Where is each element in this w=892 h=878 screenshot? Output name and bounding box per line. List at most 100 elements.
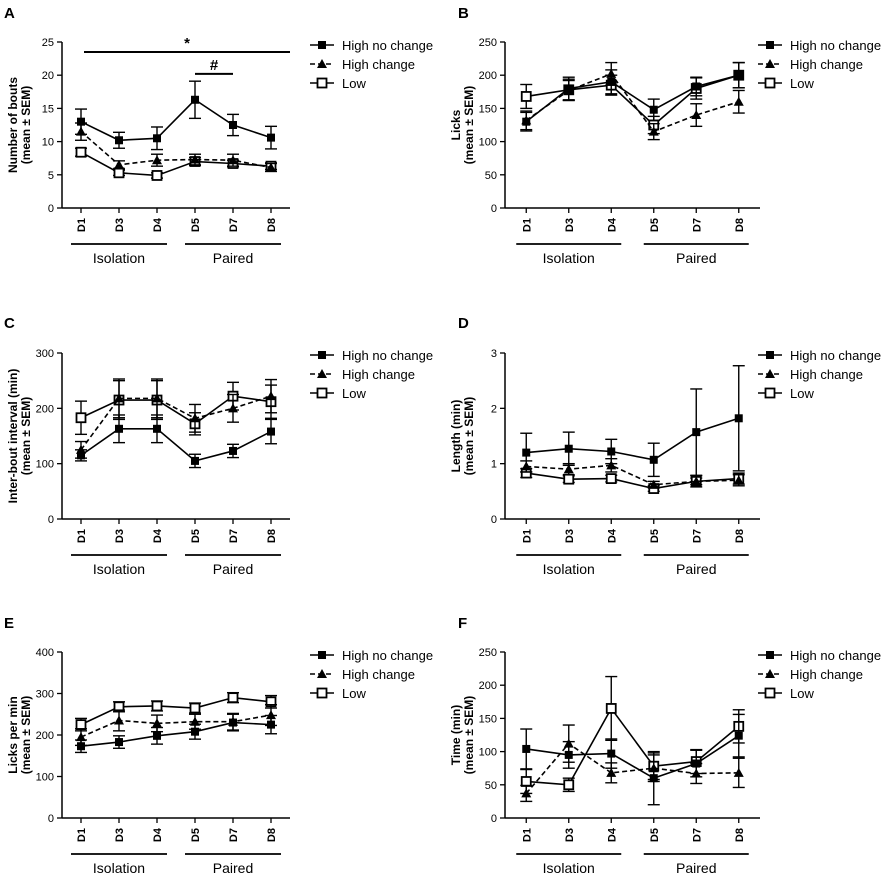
x-tick-label: D5 [190, 218, 202, 232]
group-label: Paired [676, 860, 716, 876]
y-tick-label: 300 [36, 348, 54, 360]
data-point [229, 718, 237, 727]
legend-label: Low [342, 386, 366, 401]
data-point [692, 759, 701, 768]
legend-marker [766, 351, 774, 359]
series-line [80, 151, 272, 177]
data-point [77, 451, 85, 460]
panel-letter: A [4, 5, 15, 22]
legend-item: High change [758, 57, 863, 72]
data-point [563, 464, 574, 474]
data-point [114, 715, 124, 725]
legend-marker [764, 687, 776, 699]
series-line [525, 72, 739, 133]
y-tick-label: 15 [42, 103, 54, 115]
group-label: Paired [676, 250, 716, 266]
data-point [151, 700, 163, 712]
legend-label: High change [342, 667, 415, 682]
y-axis-label-sub: (mean ± SEM) [462, 397, 476, 476]
panel-letter: D [458, 315, 469, 332]
y-tick-label: 0 [48, 203, 54, 215]
group-label: Isolation [543, 250, 595, 266]
series-line [80, 395, 272, 451]
data-point [691, 110, 702, 120]
x-tick-label: D8 [266, 529, 278, 543]
data-point [522, 744, 531, 753]
series-high-no-change [75, 414, 277, 469]
x-tick-label: D7 [691, 529, 703, 543]
data-point [190, 716, 200, 726]
data-point [605, 473, 617, 485]
y-axis-label: Inter-bout interval (min) [6, 369, 20, 504]
data-point [606, 460, 617, 470]
series-line [525, 74, 739, 123]
legend-item: High change [758, 667, 863, 682]
data-point [733, 767, 744, 777]
data-point [77, 117, 85, 126]
x-tick-label: D7 [691, 218, 703, 232]
legend-label: High change [790, 367, 863, 382]
data-point [606, 767, 617, 777]
legend-item: Low [758, 76, 814, 91]
legend-item: High change [310, 367, 415, 382]
data-point [649, 455, 658, 464]
data-point [266, 162, 276, 172]
y-tick-label: 0 [491, 813, 497, 825]
y-axis-label-sub: (mean ± SEM) [19, 86, 33, 165]
data-point [75, 719, 87, 731]
legend-marker [316, 687, 328, 699]
legend-marker [316, 387, 328, 399]
group-label: Isolation [543, 561, 595, 577]
y-tick-label: 25 [42, 37, 54, 49]
series-line [80, 131, 272, 169]
series-high-no-change [520, 61, 745, 132]
y-axis-label-sub: (mean ± SEM) [462, 86, 476, 165]
y-tick-label: 0 [491, 514, 497, 526]
data-point [151, 170, 163, 181]
data-point [267, 133, 275, 142]
legend-item: High no change [758, 648, 881, 663]
x-tick-label: D1 [521, 529, 533, 543]
data-point [152, 718, 162, 728]
series-line [80, 98, 272, 142]
x-tick-label: D4 [606, 217, 618, 232]
data-point [152, 393, 162, 403]
data-point [115, 424, 123, 433]
legend-label: Low [790, 686, 814, 701]
series-high-change [520, 61, 745, 141]
data-point [648, 126, 659, 136]
x-tick-label: D7 [228, 218, 240, 232]
x-tick-label: D4 [152, 827, 164, 842]
data-point [733, 475, 744, 485]
x-tick-label: D4 [152, 217, 164, 232]
data-point [267, 427, 275, 436]
panel-letter: F [458, 615, 467, 632]
legend-label: Low [790, 386, 814, 401]
x-tick-label: D1 [76, 218, 88, 232]
series-line [80, 721, 272, 748]
group-label: Paired [213, 250, 253, 266]
legend-marker [318, 351, 326, 359]
x-tick-label: D5 [649, 218, 661, 232]
legend-label: Low [342, 686, 366, 701]
y-tick-label: 0 [491, 203, 497, 215]
legend-label: Low [342, 76, 366, 91]
x-tick-label: D4 [606, 827, 618, 842]
data-point [691, 476, 702, 486]
legend-label: High no change [790, 38, 881, 53]
data-point [522, 117, 531, 126]
data-point [266, 391, 276, 401]
y-axis-label: Licks per min [6, 696, 20, 773]
legend-marker [764, 77, 776, 89]
x-tick-label: D3 [114, 529, 126, 543]
legend-marker [766, 41, 774, 49]
data-point [564, 444, 573, 453]
y-tick-label: 300 [36, 689, 54, 701]
x-tick-label: D8 [734, 828, 746, 842]
data-point [76, 732, 86, 742]
x-tick-label: D8 [266, 218, 278, 232]
data-point [266, 710, 276, 720]
legend-item: High no change [310, 348, 433, 363]
data-point [190, 413, 200, 423]
